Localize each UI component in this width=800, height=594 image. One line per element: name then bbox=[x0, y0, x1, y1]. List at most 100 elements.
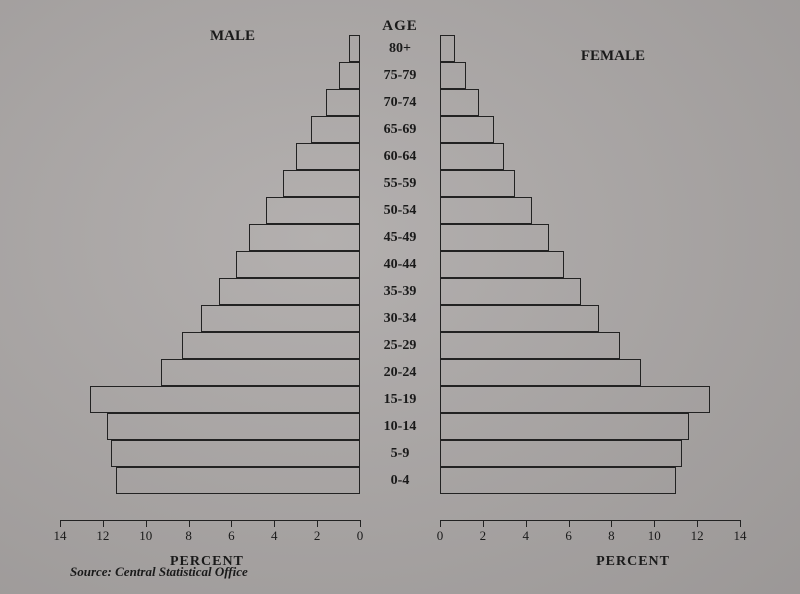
male-bar bbox=[236, 251, 360, 278]
axis-tick bbox=[654, 520, 655, 527]
axis-tick bbox=[569, 520, 570, 527]
axis-tick-label: 14 bbox=[734, 528, 747, 544]
x-axis-label-female: PERCENT bbox=[596, 554, 670, 570]
male-bar bbox=[311, 116, 360, 143]
age-label: 75-79 bbox=[360, 62, 440, 89]
age-row: 15-19 bbox=[60, 386, 740, 413]
axis-tick bbox=[440, 520, 441, 527]
age-row: 55-59 bbox=[60, 170, 740, 197]
axis-tick-label: 4 bbox=[271, 528, 278, 544]
axis-tick-label: 12 bbox=[691, 528, 704, 544]
age-label: 0-4 bbox=[360, 467, 440, 494]
axis-tick-label: 4 bbox=[522, 528, 529, 544]
age-row: 80+ bbox=[60, 35, 740, 62]
female-bar bbox=[440, 467, 676, 494]
age-row: 40-44 bbox=[60, 251, 740, 278]
source-citation: Source: Central Statistical Office bbox=[70, 564, 248, 580]
age-row: 10-14 bbox=[60, 413, 740, 440]
age-label: 35-39 bbox=[360, 278, 440, 305]
axis-tick-label: 6 bbox=[228, 528, 235, 544]
axis-tick-label: 14 bbox=[54, 528, 67, 544]
male-bar bbox=[283, 170, 360, 197]
female-bar bbox=[440, 305, 599, 332]
axis-tick bbox=[483, 520, 484, 527]
age-label: 40-44 bbox=[360, 251, 440, 278]
age-row: 70-74 bbox=[60, 89, 740, 116]
age-row: 60-64 bbox=[60, 143, 740, 170]
age-label: 20-24 bbox=[360, 359, 440, 386]
male-bar bbox=[116, 467, 360, 494]
population-pyramid-chart: AGE MALE FEMALE 80+75-7970-7465-6960-645… bbox=[0, 0, 800, 594]
axis-tick bbox=[611, 520, 612, 527]
age-row: 5-9 bbox=[60, 440, 740, 467]
axis-tick bbox=[103, 520, 104, 527]
axis-tick bbox=[317, 520, 318, 527]
female-bar bbox=[440, 62, 466, 89]
female-bar bbox=[440, 332, 620, 359]
age-row: 50-54 bbox=[60, 197, 740, 224]
female-bar bbox=[440, 143, 504, 170]
female-bar bbox=[440, 359, 641, 386]
male-bar bbox=[219, 278, 360, 305]
male-bar bbox=[201, 305, 360, 332]
male-bar bbox=[111, 440, 360, 467]
axis-tick-label: 6 bbox=[565, 528, 572, 544]
female-bar bbox=[440, 413, 689, 440]
axis-tick bbox=[60, 520, 61, 527]
age-label: 5-9 bbox=[360, 440, 440, 467]
female-bar bbox=[440, 440, 682, 467]
female-bar bbox=[440, 224, 549, 251]
age-label: 25-29 bbox=[360, 332, 440, 359]
female-bar bbox=[440, 251, 564, 278]
age-label: 70-74 bbox=[360, 89, 440, 116]
axis-tick-label: 8 bbox=[185, 528, 192, 544]
male-bar bbox=[349, 35, 360, 62]
female-bar bbox=[440, 386, 710, 413]
age-row: 65-69 bbox=[60, 116, 740, 143]
male-bar bbox=[266, 197, 360, 224]
axis-tick bbox=[526, 520, 527, 527]
male-bar bbox=[296, 143, 360, 170]
age-row: 35-39 bbox=[60, 278, 740, 305]
female-bar bbox=[440, 197, 532, 224]
age-label: 30-34 bbox=[360, 305, 440, 332]
axis-tick-label: 12 bbox=[96, 528, 109, 544]
axis-tick bbox=[146, 520, 147, 527]
age-row: 0-4 bbox=[60, 467, 740, 494]
male-bar bbox=[326, 89, 360, 116]
age-label: 15-19 bbox=[360, 386, 440, 413]
age-label: 50-54 bbox=[360, 197, 440, 224]
age-label: 10-14 bbox=[360, 413, 440, 440]
axis-tick bbox=[740, 520, 741, 527]
axis-tick bbox=[360, 520, 361, 527]
age-label: 55-59 bbox=[360, 170, 440, 197]
age-label: 60-64 bbox=[360, 143, 440, 170]
female-bar bbox=[440, 170, 515, 197]
axis-tick bbox=[274, 520, 275, 527]
age-label: 65-69 bbox=[360, 116, 440, 143]
female-bar bbox=[440, 35, 455, 62]
pyramid-body: 80+75-7970-7465-6960-6455-5950-5445-4940… bbox=[60, 35, 740, 515]
age-row: 25-29 bbox=[60, 332, 740, 359]
male-bar bbox=[90, 386, 360, 413]
male-bar bbox=[182, 332, 360, 359]
male-bar bbox=[161, 359, 360, 386]
age-row: 20-24 bbox=[60, 359, 740, 386]
axis-tick-label: 10 bbox=[139, 528, 152, 544]
axis-tick-label: 0 bbox=[437, 528, 444, 544]
axis-tick bbox=[189, 520, 190, 527]
age-label: 80+ bbox=[360, 35, 440, 62]
male-bar bbox=[107, 413, 360, 440]
age-row: 45-49 bbox=[60, 224, 740, 251]
female-bar bbox=[440, 89, 479, 116]
x-axis-female: 02468101214 bbox=[440, 520, 740, 544]
axis-tick-label: 2 bbox=[314, 528, 321, 544]
axis-tick bbox=[231, 520, 232, 527]
female-bar bbox=[440, 278, 581, 305]
axis-tick-label: 10 bbox=[648, 528, 661, 544]
x-axis-male: 02468101214 bbox=[60, 520, 360, 544]
axis-tick-label: 0 bbox=[357, 528, 364, 544]
axis-tick bbox=[697, 520, 698, 527]
female-bar bbox=[440, 116, 494, 143]
male-bar bbox=[249, 224, 360, 251]
